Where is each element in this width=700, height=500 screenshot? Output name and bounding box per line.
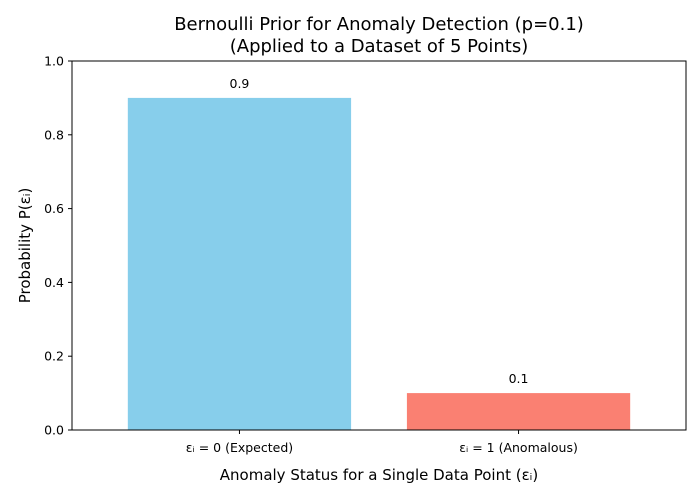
- y-tick-label-2: 0.4: [44, 275, 64, 290]
- y-tick-label-3: 0.6: [44, 201, 64, 216]
- x-axis-label: Anomaly Status for a Single Data Point (…: [220, 466, 538, 484]
- y-axis-label: Probability P(εᵢ): [16, 188, 34, 304]
- bar-value-label-1: 0.1: [509, 371, 529, 386]
- bar-1: [406, 393, 631, 430]
- chart-title-line1: Bernoulli Prior for Anomaly Detection (p…: [174, 14, 584, 35]
- y-tick-label-1: 0.2: [44, 349, 64, 364]
- y-axis: 0.0 0.2 0.4 0.6 0.8 1.0: [44, 54, 72, 438]
- y-tick-label-4: 0.8: [44, 127, 64, 142]
- plot-frame: [71, 60, 687, 431]
- y-tick-label-0: 0.0: [44, 423, 64, 438]
- bar-0: [127, 97, 352, 431]
- bar-value-label-0: 0.9: [230, 76, 250, 91]
- x-tick-label-0: εᵢ = 0 (Expected): [186, 440, 293, 455]
- bars-group: [127, 97, 631, 431]
- chart-title: Bernoulli Prior for Anomaly Detection (p…: [174, 14, 584, 57]
- x-axis: εᵢ = 0 (Expected) εᵢ = 1 (Anomalous): [186, 430, 578, 455]
- x-tick-label-1: εᵢ = 1 (Anomalous): [459, 440, 578, 455]
- chart-title-line2: (Applied to a Dataset of 5 Points): [230, 36, 529, 57]
- data-labels-group: 0.9 0.1: [230, 76, 529, 386]
- y-tick-label-5: 1.0: [44, 54, 64, 69]
